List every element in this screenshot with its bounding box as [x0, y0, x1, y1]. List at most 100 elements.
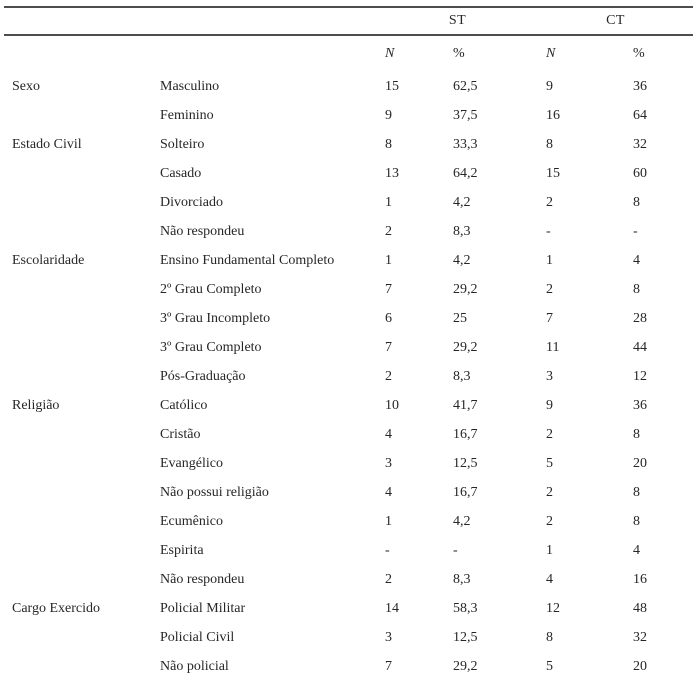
- ct-n-cell: 2: [546, 194, 553, 210]
- empty-header-cell: [152, 7, 377, 36]
- st-pct-cell: 25: [453, 310, 467, 326]
- item-cell: Cristão: [160, 426, 201, 442]
- item-cell: Feminino: [160, 107, 214, 123]
- st-n-cell: 7: [385, 658, 392, 674]
- ct-n-cell: -: [546, 223, 551, 239]
- st-n-cell: 15: [385, 78, 399, 94]
- ct-pct-cell: 8: [633, 513, 640, 529]
- category-cell: [4, 420, 152, 449]
- ct-pct-cell: 32: [633, 629, 647, 645]
- st-n-cell: 7: [385, 339, 392, 355]
- ct-n-cell: 2: [546, 281, 553, 297]
- ct-pct-cell: 16: [633, 571, 647, 587]
- empty-header-cell: [152, 35, 377, 72]
- st-pct-cell: 58,3: [453, 600, 478, 616]
- ct-n-cell: 15: [546, 165, 560, 181]
- category-cell: [4, 101, 152, 130]
- category-cell: [4, 536, 152, 565]
- ct-pct-cell: 8: [633, 484, 640, 500]
- item-cell: Divorciado: [160, 194, 223, 210]
- table-row: 3º Grau Completo 7 29,2 11 44: [4, 333, 693, 362]
- st-pct-cell: 8,3: [453, 223, 471, 239]
- ct-n-cell: 7: [546, 310, 553, 326]
- category-cell: [4, 217, 152, 246]
- ct-pct-cell: 12: [633, 368, 647, 384]
- table-row: Pós-Graduação 2 8,3 3 12: [4, 362, 693, 391]
- st-n-cell: 3: [385, 629, 392, 645]
- item-cell: Masculino: [160, 78, 220, 94]
- item-cell: Não possui religião: [160, 484, 269, 500]
- category-cell: [4, 652, 152, 681]
- item-cell: 3º Grau Incompleto: [160, 310, 271, 326]
- category-cell: [4, 188, 152, 217]
- demographics-table: ST CT N % N % Sexo Masculino 15 62,5 9 3…: [4, 6, 694, 681]
- category-cell: [4, 275, 152, 304]
- item-cell: Casado: [160, 165, 202, 181]
- st-n-cell: -: [385, 542, 390, 558]
- ct-group-header: CT: [538, 7, 694, 36]
- category-cell: [4, 333, 152, 362]
- st-n-cell: 6: [385, 310, 392, 326]
- ct-pct-cell: 8: [633, 194, 640, 210]
- st-n-cell: 3: [385, 455, 392, 471]
- table-row: Não respondeu 2 8,3 - -: [4, 217, 693, 246]
- st-pct-cell: 8,3: [453, 571, 471, 587]
- table-row: Cristão 4 16,7 2 8: [4, 420, 693, 449]
- item-cell: Ensino Fundamental Completo: [160, 252, 335, 268]
- category-cell: Sexo: [12, 78, 40, 94]
- st-n-cell: 1: [385, 252, 392, 268]
- table-row: Escolaridade Ensino Fundamental Completo…: [4, 246, 693, 275]
- ct-pct-cell: 60: [633, 165, 647, 181]
- item-cell: Pós-Graduação: [160, 368, 246, 384]
- ct-n-cell: 1: [546, 252, 553, 268]
- ct-pct-cell: -: [633, 223, 638, 239]
- ct-pct-cell: 36: [633, 78, 647, 94]
- ct-pct-cell: 64: [633, 107, 647, 123]
- ct-pct-cell: 48: [633, 600, 647, 616]
- ct-n-cell: 2: [546, 484, 553, 500]
- category-cell: [4, 507, 152, 536]
- st-n-cell: 13: [385, 165, 399, 181]
- st-pct-cell: 8,3: [453, 368, 471, 384]
- table-row: Estado Civil Solteiro 8 33,3 8 32: [4, 130, 693, 159]
- table-row: 2º Grau Completo 7 29,2 2 8: [4, 275, 693, 304]
- item-cell: Não policial: [160, 658, 229, 674]
- item-cell: 3º Grau Completo: [160, 339, 262, 355]
- category-cell: [4, 159, 152, 188]
- ct-n-cell: 8: [546, 629, 553, 645]
- table-row: Ecumênico 1 4,2 2 8: [4, 507, 693, 536]
- st-pct-cell: 33,3: [453, 136, 478, 152]
- category-cell: [4, 478, 152, 507]
- ct-pct-cell: 8: [633, 281, 640, 297]
- st-n-cell: 7: [385, 281, 392, 297]
- ct-n-cell: 1: [546, 542, 553, 558]
- ct-pct-cell: 4: [633, 542, 640, 558]
- st-pct-cell: 4,2: [453, 194, 471, 210]
- st-pct-cell: 4,2: [453, 252, 471, 268]
- table-row: Cargo Exercido Policial Militar 14 58,3 …: [4, 594, 693, 623]
- item-cell: Espirita: [160, 542, 204, 558]
- ct-pct-cell: 28: [633, 310, 647, 326]
- item-cell: Não respondeu: [160, 223, 245, 239]
- st-group-header: ST: [377, 7, 538, 36]
- st-pct-cell: 16,7: [453, 484, 478, 500]
- st-n-cell: 9: [385, 107, 392, 123]
- ct-pct-cell: 20: [633, 455, 647, 471]
- ct-n-cell: 5: [546, 455, 553, 471]
- st-n-cell: 1: [385, 194, 392, 210]
- ct-n-cell: 9: [546, 397, 553, 413]
- st-n-cell: 4: [385, 484, 392, 500]
- ct-n-cell: 5: [546, 658, 553, 674]
- st-pct-cell: 29,2: [453, 339, 478, 355]
- table-row: Não possui religião 4 16,7 2 8: [4, 478, 693, 507]
- st-pct-cell: -: [453, 542, 458, 558]
- table-row: Feminino 9 37,5 16 64: [4, 101, 693, 130]
- subheader-row: N % N %: [4, 35, 693, 72]
- ct-pct-cell: 20: [633, 658, 647, 674]
- table-row: Divorciado 1 4,2 2 8: [4, 188, 693, 217]
- category-cell: [4, 623, 152, 652]
- category-cell: [4, 449, 152, 478]
- table-row: Não respondeu 2 8,3 4 16: [4, 565, 693, 594]
- empty-header-cell: [4, 35, 152, 72]
- table-row: 3º Grau Incompleto 6 25 7 28: [4, 304, 693, 333]
